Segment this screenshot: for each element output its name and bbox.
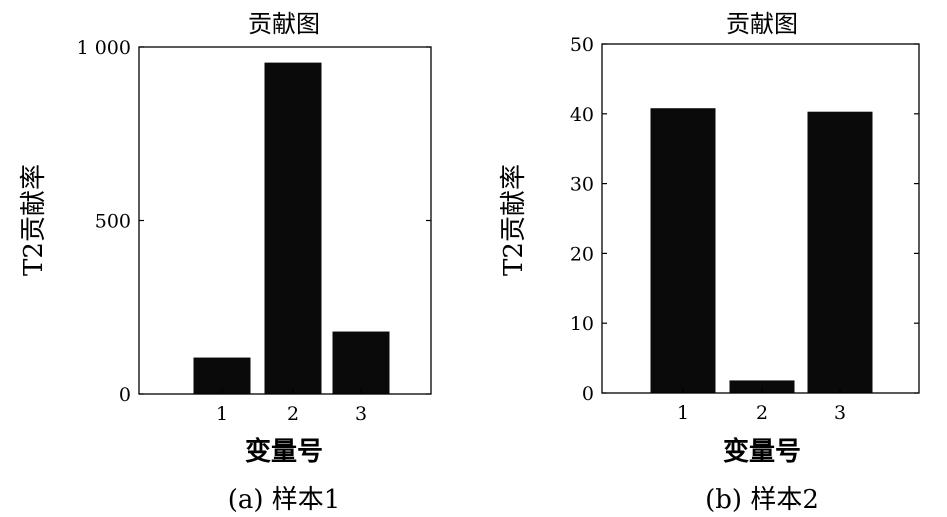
y-tick-label: 0 [119,384,131,406]
caption: (a) 样本1 [228,485,341,515]
x-tick-label: 2 [287,403,299,425]
panel-a: 贡献图 变量号 T2贡献率 1 2 3 0 500 1 000 (a) 样本1 [19,10,432,515]
x-axis-label: 变量号 [245,436,323,467]
caption: (b) 样本2 [705,485,819,515]
y-axis-label: T2贡献率 [19,164,49,276]
y-ticks: 0 10 20 30 40 50 [570,34,919,405]
y-tick-label: 0 [582,383,594,405]
bar-1 [650,108,716,393]
x-tick-label: 1 [677,402,689,424]
bars [193,62,390,395]
panel-b: 贡献图 变量号 T2贡献率 1 2 3 0 10 20 30 40 50 (b) 样本2 [499,10,920,515]
bar-1 [193,357,251,394]
bars [650,108,873,394]
x-tick-label: 3 [355,403,367,425]
bar-3 [807,111,873,394]
bar-2 [264,62,322,395]
x-tick-label: 3 [834,402,846,424]
y-tick-label: 50 [570,34,594,56]
y-tick-label: 1 000 [77,37,131,59]
y-axis-label: T2贡献率 [499,164,529,276]
y-tick-label: 500 [95,211,131,233]
x-ticks: 1 2 3 [216,389,367,425]
chart-title: 贡献图 [726,10,798,38]
plot-frame [601,43,920,394]
x-tick-label: 2 [756,402,768,424]
y-tick-label: 30 [570,174,594,196]
y-ticks: 0 500 1 000 [77,37,431,406]
bar-2 [729,380,795,393]
x-ticks: 1 2 3 [677,388,846,424]
y-tick-label: 40 [570,104,594,126]
x-tick-label: 1 [216,403,228,425]
y-tick-label: 20 [570,243,594,265]
x-axis-label: 变量号 [723,436,801,467]
chart-title: 贡献图 [248,10,320,38]
plot-frame [138,46,432,395]
y-tick-label: 10 [570,313,594,335]
bar-3 [332,331,390,394]
